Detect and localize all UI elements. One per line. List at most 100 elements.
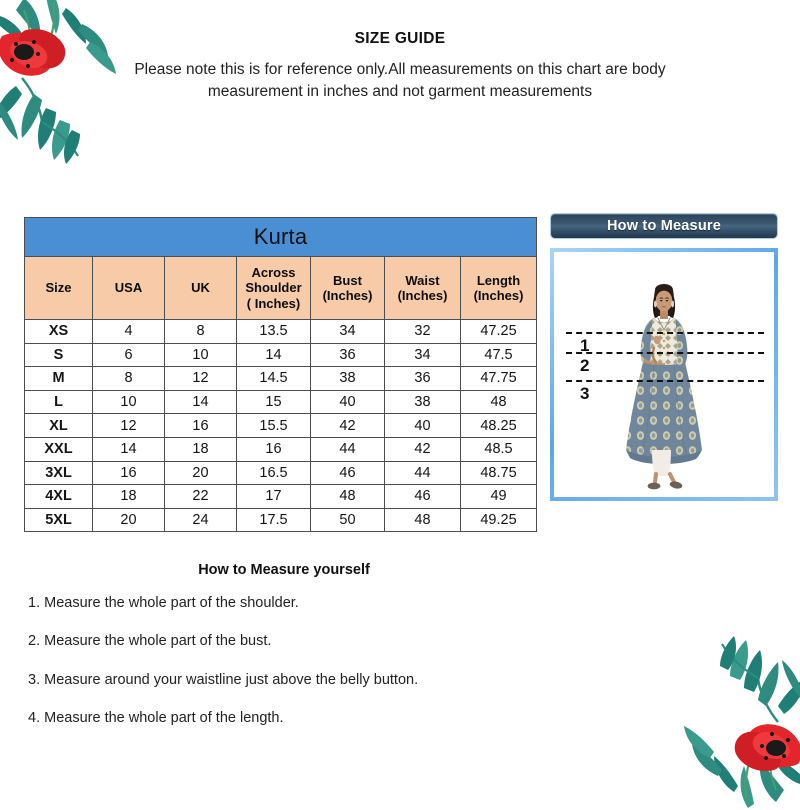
cell-waist: 42 [384,436,461,462]
column-header-line: USA [114,280,143,296]
cell-bust: 50 [310,507,385,533]
cell-waist: 34 [384,342,461,368]
how-to-measure-panel: How to Measure [550,213,782,501]
cell-usa: 20 [92,507,165,533]
table-band-row: Kurta [23,217,538,257]
measure-marker-1: 1 [580,336,590,355]
table-row: S 6 10 14 36 34 47.5 [24,342,538,368]
cell-size: 4XL [24,484,93,509]
page-title: SIZE GUIDE [354,30,446,47]
cell-size: XS [24,319,93,344]
cell-waist: 38 [384,389,461,415]
cell-shoulder: 14.5 [236,366,311,391]
measure-line-shoulder [566,332,764,334]
cell-uk: 20 [164,460,237,486]
table-header-row: Size USA UK Across Shoulder( Inches) Bust (Inc… [24,256,538,320]
cell-waist: 48 [384,507,461,533]
cell-length: 47.25 [459,319,538,344]
cell-waist: 36 [384,366,461,391]
cell-shoulder: 15 [236,389,311,415]
cell-uk: 22 [164,484,237,509]
cell-shoulder: 13.5 [236,319,311,344]
cell-usa: 4 [92,319,165,344]
cell-uk: 24 [164,507,237,533]
cell-waist: 40 [384,413,461,438]
cell-waist: 44 [384,460,461,486]
cell-shoulder: 17 [236,484,311,509]
cell-uk: 10 [164,342,237,368]
measure-line-bust [566,352,764,354]
measure-illustration-box: 1 2 3 [550,248,778,501]
cell-uk: 12 [164,366,237,391]
cell-length: 49 [459,484,538,509]
cell-size: L [24,389,93,415]
column-header-6: Waist (Inches) [384,256,461,320]
column-header-line: Waist [405,272,440,288]
cell-size: M [24,366,93,391]
measure-marker-2: 2 [580,356,590,375]
cell-length: 48.5 [459,436,538,462]
cell-bust: 38 [310,366,385,391]
cell-length: 48.25 [459,413,538,438]
cell-shoulder: 15.5 [236,413,311,438]
instruction-item-4: 4. Measure the whole part of the length. [28,710,284,727]
cell-usa: 10 [92,389,165,415]
column-header-line: (Inches) [397,288,448,303]
cell-length: 48.75 [459,460,538,486]
cell-bust: 44 [310,436,385,462]
measure-marker-3: 3 [580,384,590,403]
table-row: L 10 14 15 40 38 48 [24,389,538,415]
cell-shoulder: 16 [236,436,311,462]
table-row: 5XL 20 24 17.5 50 48 49.25 [24,507,538,533]
model-figure-illustration [626,284,702,490]
table-row: XL 12 16 15.5 42 40 48.25 [24,413,538,438]
cell-usa: 8 [92,366,165,391]
cell-shoulder: 17.5 [236,507,311,533]
cell-length: 49.25 [459,507,538,533]
instruction-item-3: 3. Measure around your waistline just ab… [28,671,419,688]
instruction-item-2: 2. Measure the whole part of the bust. [28,633,272,650]
cell-uk: 16 [164,413,237,438]
column-header-line: Length [476,272,521,288]
how-to-measure-banner: How to Measure [550,213,778,239]
garment-type-band: Kurta [23,217,538,257]
cell-size: 5XL [24,507,93,533]
page-header: SIZE GUIDE Please note this is for refer… [0,30,800,103]
column-header-line: (Inches) [322,288,373,303]
table-row: XS 4 8 13.5 34 32 47.25 [24,319,538,344]
cell-usa: 6 [92,342,165,368]
cell-bust: 36 [310,342,385,368]
cell-length: 47.75 [459,366,538,391]
cell-uk: 14 [164,389,237,415]
column-header-1: Size [24,256,93,320]
reference-note: Please note this is for reference only.A… [134,61,666,100]
cell-size: XL [24,413,93,438]
column-header-7: Length (Inches) [459,256,538,320]
cell-length: 48 [459,389,538,415]
cell-uk: 8 [164,319,237,344]
instruction-item-1: 1. Measure the whole part of the shoulde… [28,595,299,611]
cell-shoulder: 14 [236,342,311,368]
cell-size: XXL [24,436,93,462]
cell-usa: 12 [92,413,165,438]
cell-length: 47.5 [459,342,538,368]
column-header-line: Size [45,280,72,296]
column-header-line: Shoulder [245,280,302,296]
cell-bust: 34 [310,319,385,344]
table-row: XXL 14 18 16 44 42 48.5 [24,436,538,462]
column-header-2: USA [92,256,165,320]
column-header-line: UK [191,280,210,296]
column-header-line: Across [251,265,296,280]
cell-shoulder: 16.5 [236,460,311,486]
table-row: M 8 12 14.5 38 36 47.75 [24,366,538,391]
cell-usa: 16 [92,460,165,486]
cell-bust: 46 [310,460,385,486]
cell-uk: 18 [164,436,237,462]
cell-bust: 40 [310,389,385,415]
size-table: Kurta Size USA UK Across Shoulder( Inches) Bu… [23,217,538,533]
cell-waist: 32 [384,319,461,344]
cell-usa: 18 [92,484,165,509]
floral-decoration-bottom-right [684,636,800,808]
column-header-3: UK [164,256,237,320]
column-header-line: (Inches) [473,288,524,303]
